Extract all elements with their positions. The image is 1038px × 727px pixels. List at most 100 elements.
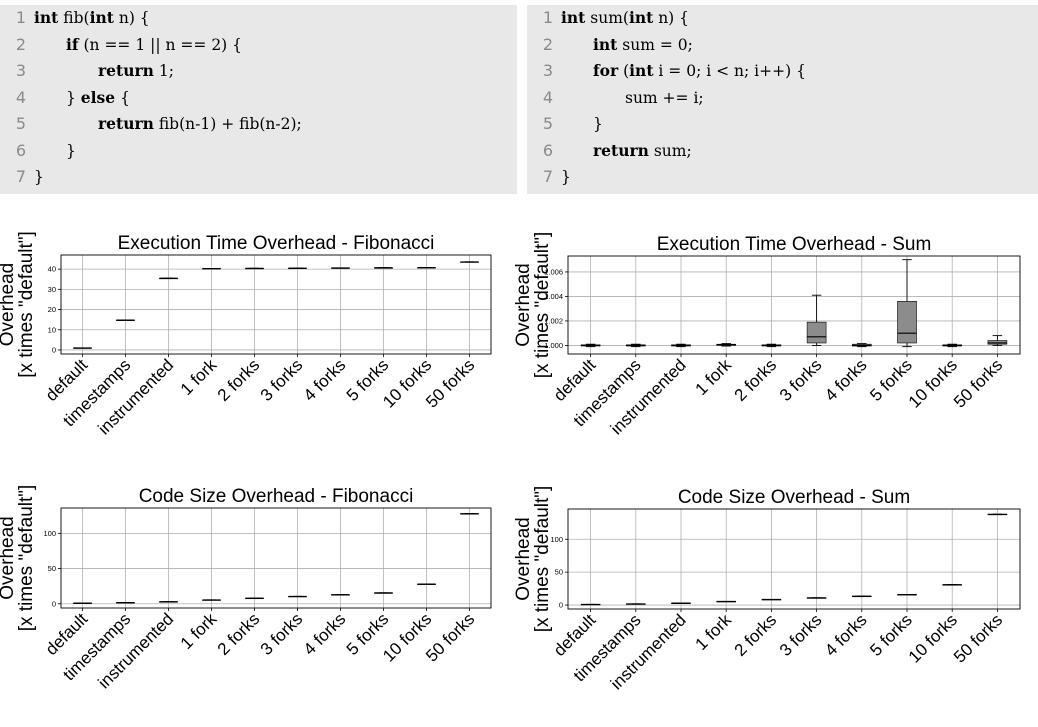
x-tick-label: 2 forks <box>214 609 264 659</box>
line-number: 6 <box>15 140 26 160</box>
code-token: fib(n-1) + fib(n-2); <box>153 115 302 133</box>
code-line: 1 int sum(int n) { <box>527 7 1038 29</box>
x-tick-label: 4 forks <box>821 610 871 660</box>
code-text: return 1; <box>98 60 174 82</box>
box-50-forks <box>460 513 479 515</box>
y-tick-label: 1.006 <box>544 267 563 276</box>
plot-frame <box>60 507 492 609</box>
box-timestamps <box>626 343 646 348</box>
x-tick-label: 4 forks <box>821 355 871 405</box>
y-axis-label-line: [x times "default"] <box>16 231 37 378</box>
y-axis-label-line: Overhead <box>513 263 534 346</box>
chart-code-size-fibonacci: Code Size Overhead - Fibonacci Overhead [x… <box>0 470 519 722</box>
code-line: 6 return sum; <box>527 140 1038 162</box>
x-tick-label: 1 fork <box>692 355 736 399</box>
keyword: int <box>629 61 654 80</box>
code-text: int sum = 0; <box>593 34 693 56</box>
y-tick-label: 0 <box>559 601 563 610</box>
y-axis-label-line: [x times "default"] <box>532 232 553 379</box>
y-tick-label: 1.002 <box>544 316 563 325</box>
keyword: int <box>89 8 114 27</box>
box-timestamps <box>116 319 135 321</box>
box-2-forks <box>761 343 782 348</box>
line-number: 3 <box>542 61 553 80</box>
box-instrumented <box>671 602 691 604</box>
x-tick-label: 4 forks <box>300 609 350 659</box>
box-instrumented <box>159 277 178 280</box>
box-iqr <box>806 321 827 344</box>
y-tick-label: 100 <box>550 535 563 544</box>
keyword: int <box>561 8 586 27</box>
box-default <box>73 347 92 349</box>
code-text: } else { <box>66 87 130 109</box>
keyword: int <box>628 8 654 27</box>
code-line: 3 for (int i = 0; i < n; i++) { <box>527 60 1038 82</box>
code-line: 2 int sum = 0; <box>527 34 1038 56</box>
y-axis-label: Overhead[x times "default"] <box>513 486 553 633</box>
x-tick-label: 50 forks <box>422 609 478 665</box>
y-tick-label: 10 <box>48 325 56 334</box>
code-line: 5 return fib(n-1) + fib(n-2); <box>0 113 517 135</box>
box-default <box>580 343 601 348</box>
box-timestamps <box>626 603 646 605</box>
code-text: sum += i; <box>625 87 704 109</box>
chart-title: Execution Time Overhead - Sum <box>657 234 932 255</box>
x-tick-label: 50 forks <box>950 610 1006 666</box>
keyword: return <box>98 114 154 133</box>
box-default <box>73 602 92 604</box>
x-tick-label: 50 forks <box>422 355 478 411</box>
box-5-forks <box>897 593 917 596</box>
x-tick-label: 2 forks <box>214 355 264 405</box>
code-token: sum = 0; <box>617 35 693 54</box>
box-3-forks <box>288 267 307 270</box>
code-panel-sum: 1 int sum(int n) {2 int sum = 0; 3 for (int … <box>527 5 1038 194</box>
y-tick-label: 0 <box>52 345 56 354</box>
chart-title: Execution Time Overhead - Fibonacci <box>118 233 435 254</box>
y-tick-label: 100 <box>43 529 56 538</box>
code-text: } <box>66 140 76 162</box>
y-tick-label: 50 <box>555 568 563 577</box>
y-tick-label: 1.004 <box>544 292 563 301</box>
code-panel-fibonacci: 1 int fib(int n) {2 if (n == 1 || n == 2) … <box>0 5 517 194</box>
box-5-forks <box>374 267 393 269</box>
box-2-forks <box>245 267 264 270</box>
code-line: 7} <box>527 166 1038 188</box>
x-tick-label: 3 forks <box>776 355 826 405</box>
box-default <box>580 603 601 606</box>
line-number: 1 <box>15 8 26 27</box>
keyword: return <box>593 140 649 160</box>
x-tick-label: 3 forks <box>257 609 307 659</box>
code-text: return fib(n-1) + fib(n-2); <box>98 113 302 135</box>
box-10-forks <box>942 584 962 586</box>
code-line: 5} <box>527 113 1038 135</box>
line-number: 7 <box>542 167 553 186</box>
code-token: } <box>66 88 81 107</box>
code-token: n) { <box>653 9 690 27</box>
code-token: 1; <box>153 62 174 80</box>
box-3-forks <box>806 597 827 599</box>
line-number: 1 <box>542 8 553 27</box>
line-number: 4 <box>542 87 553 107</box>
code-text: for (int i = 0; i < n; i++) { <box>593 60 806 82</box>
code-line: 1 int fib(int n) { <box>0 7 517 29</box>
plot-frame <box>60 254 492 355</box>
x-tick-label: 4 forks <box>300 355 350 405</box>
line-number: 4 <box>15 87 26 107</box>
box-3-forks <box>806 294 827 346</box>
box-1-fork <box>716 343 736 347</box>
code-line: 4 sum += i; <box>527 87 1038 109</box>
code-text: if (n == 1 || n == 2) { <box>66 34 242 56</box>
box-50-forks <box>987 513 1008 516</box>
code-token: } <box>66 141 76 160</box>
box-1-fork <box>202 599 221 601</box>
code-line: 2 if (n == 1 || n == 2) { <box>0 34 517 56</box>
y-axis-label-line: [x times "default"] <box>532 486 553 633</box>
y-tick-label: 50 <box>48 564 56 573</box>
keyword: for <box>593 61 619 80</box>
code-token: ( <box>618 62 630 80</box>
y-axis-label: Overhead[x times "default"] <box>0 485 37 632</box>
x-tick-label: 3 forks <box>776 610 826 660</box>
code-text: } <box>34 166 44 188</box>
code-text: } <box>561 166 571 188</box>
box-2-forks <box>761 598 782 601</box>
